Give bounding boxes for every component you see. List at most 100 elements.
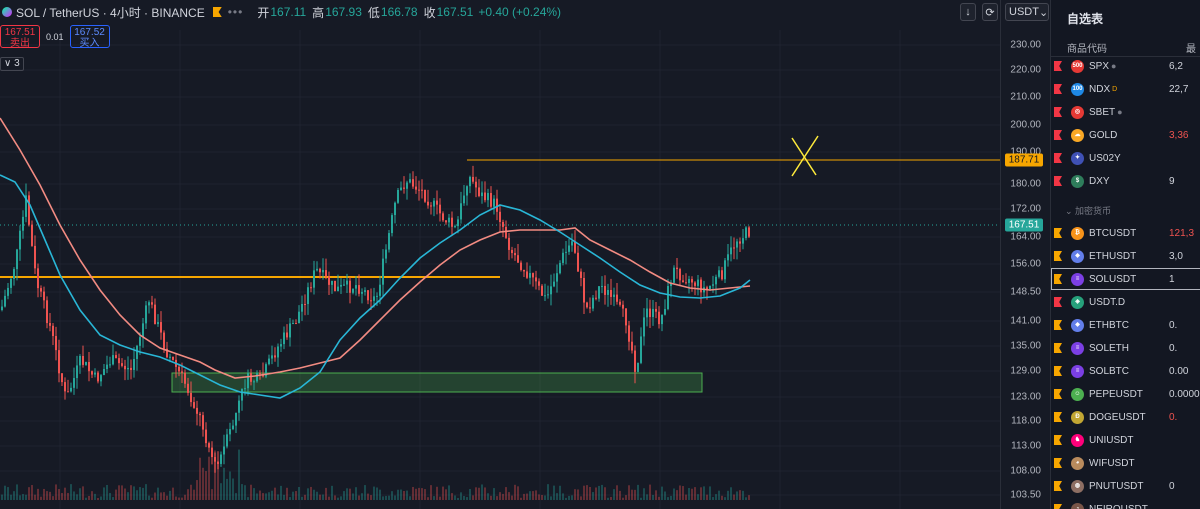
candle-body [607,289,609,295]
candle-body [595,297,597,299]
watchlist-row-solbtc[interactable]: ≡ SOLBTC 0.00 [1051,360,1200,382]
volume-bar [601,484,603,500]
volume-bar [106,484,108,500]
watchlist-row-dogeusdt[interactable]: Ð DOGEUSDT 0. [1051,406,1200,428]
flag-icon[interactable] [1054,435,1062,445]
watchlist-title[interactable]: 自选表 [1067,12,1104,26]
flag-icon[interactable] [1054,504,1062,509]
watchlist-row-pnutusdt[interactable]: ◍ PNUTUSDT 0 [1051,475,1200,497]
volume-bar [742,490,744,500]
symbol-logo-icon: ◈ [1071,295,1084,309]
candle-body [709,285,711,290]
volume-bar [130,485,132,500]
volume-bar [283,494,285,500]
flag-icon[interactable] [1054,366,1062,376]
watchlist-row-sbet[interactable]: ◎ SBET ● [1051,101,1200,123]
flag-icon[interactable] [1054,251,1062,261]
watchlist-price: 0. [1169,342,1178,354]
watchlist-row-soleth[interactable]: ≡ SOLETH 0. [1051,337,1200,359]
flag-icon[interactable] [212,7,222,17]
col-header-symbol[interactable]: 商品代码 [1067,44,1107,55]
watchlist-row-ethbtc[interactable]: ◆ ETHBTC 0. [1051,314,1200,336]
watchlist-symbol: UNIUSDT [1089,434,1134,446]
candle-body [679,269,681,281]
watchlist-row-btcusdt[interactable]: ₿ BTCUSDT 121,3 [1051,222,1200,244]
symbol-logo-icon: ◍ [1071,479,1084,493]
download-icon[interactable]: ↓ [960,3,976,21]
watchlist-row-gold[interactable]: ☁ GOLD 3,36 [1051,124,1200,146]
flag-icon[interactable] [1054,481,1062,491]
candle-body [364,290,366,292]
candle-body [415,186,417,190]
volume-bar [502,493,504,500]
col-header-price[interactable]: 最 [1186,44,1196,55]
volume-bar [220,483,222,500]
flag-icon[interactable] [1054,61,1062,71]
volume-bar [10,494,12,500]
candle-body [670,282,672,287]
candle-body [157,322,159,325]
candle-body [616,294,618,302]
flag-icon[interactable] [1054,153,1062,163]
watchlist-row-wifusdt[interactable]: ◕ WIFUSDT [1051,452,1200,474]
price-axis[interactable]: USDT ⌄ 230.00 220.00 210.00 200.00 190.00 180… [1000,0,1051,509]
flag-icon[interactable] [1054,412,1062,422]
volume-bar [715,494,717,500]
candle-body [247,373,249,389]
volume-bar [460,492,462,500]
symbol-logo-icon: ✦ [1071,151,1084,165]
chart-area[interactable]: SOL / TetherUS · 4小时 · BINANCE ••• 开 167.… [0,0,1000,509]
flag-icon[interactable] [1054,84,1062,94]
price-chart[interactable] [0,0,1000,509]
watchlist-row-pepeusdt[interactable]: ☺ PEPEUSDT 0.0000 [1051,383,1200,405]
candle-body [718,270,720,277]
flag-icon[interactable] [1054,130,1062,140]
volume-bar [700,487,702,500]
watchlist-symbol: SOLBTC [1089,365,1130,377]
candle-body [211,447,213,458]
volume-bar [49,491,51,500]
flag-icon[interactable] [1054,274,1062,284]
volume-bar [649,484,651,500]
watchlist-row-uniusdt[interactable]: ♞ UNIUSDT [1051,429,1200,451]
watchlist-row-ethusdt[interactable]: ◆ ETHUSDT 3,0 [1051,245,1200,267]
watchlist-row-dxy[interactable]: $ DXY 9 [1051,170,1200,192]
symbol-logo-icon: ≡ [1071,341,1084,355]
volume-bar [88,495,90,500]
buy-button[interactable]: 167.52 买入 [69,25,110,49]
more-icon[interactable]: ••• [227,5,244,19]
watchlist-row-ndx[interactable]: 100 NDX D 22,7 [1051,78,1200,100]
sell-button[interactable]: 167.51 卖出 [0,25,40,49]
volume-bar [61,492,63,500]
candle-body [598,286,600,299]
volume-bar [379,489,381,500]
watchlist-row-neirousdt[interactable]: ◔ NEIROUSDT [1051,498,1200,509]
watchlist-symbol: GOLD [1089,129,1118,141]
flag-icon[interactable] [1054,343,1062,353]
chart-header: SOL / TetherUS · 4小时 · BINANCE ••• 开 167.… [0,0,561,24]
currency-select[interactable]: USDT ⌄ [1005,3,1049,21]
candle-body [535,277,537,282]
watchlist-row-us02y[interactable]: ✦ US02Y [1051,147,1200,169]
x-mark-stroke [791,135,819,177]
section-header-crypto[interactable]: ⌄ 加密货币 [1065,206,1112,216]
volume-bar [322,494,324,500]
flag-icon[interactable] [1054,458,1062,468]
flag-icon[interactable] [1054,176,1062,186]
flag-icon[interactable] [1054,297,1062,307]
watchlist-row-usdt.d[interactable]: ◈ USDT.D [1051,291,1200,313]
volume-bar [214,450,216,500]
replay-icon[interactable]: ⟳ [982,3,998,21]
symbol-title[interactable]: SOL / TetherUS · 4小时 · BINANCE [16,5,205,20]
candle-body [1,306,3,310]
flag-icon[interactable] [1054,228,1062,238]
volume-bar [712,497,714,500]
indicator-toggle[interactable]: ∨ 3 [0,57,24,71]
flag-icon[interactable] [1054,320,1062,330]
flag-icon[interactable] [1054,107,1062,117]
watchlist-row-solusdt[interactable]: ≡ SOLUSDT 1 [1051,268,1200,290]
change-value: +0.40 (+0.24%) [478,5,562,19]
candle-body [94,372,96,375]
flag-icon[interactable] [1054,389,1062,399]
watchlist-row-spx[interactable]: 500 SPX ● 6,2 [1051,55,1200,77]
